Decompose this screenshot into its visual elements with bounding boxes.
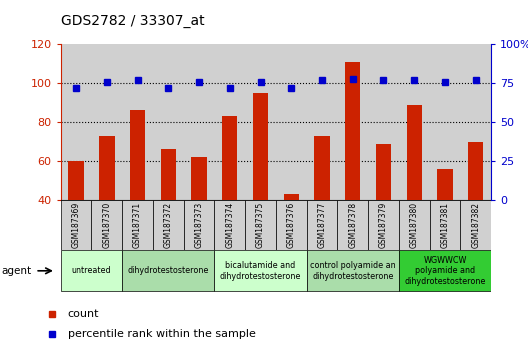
Text: GDS2782 / 33307_at: GDS2782 / 33307_at (61, 14, 204, 28)
Text: GSM187378: GSM187378 (348, 202, 357, 248)
Text: GSM187377: GSM187377 (317, 202, 326, 248)
Bar (122, 200, 153, 250)
Text: agent: agent (1, 266, 31, 276)
Bar (130, 110, 145, 200)
Bar (399, 200, 430, 250)
Bar (468, 142, 483, 200)
Bar (61, 200, 91, 250)
Text: control polyamide an
dihydrotestosterone: control polyamide an dihydrotestosterone (310, 261, 395, 280)
Bar (399, 44, 430, 200)
Bar (253, 93, 268, 200)
Bar (161, 149, 176, 200)
Text: GSM187369: GSM187369 (72, 202, 81, 248)
Text: GSM187371: GSM187371 (133, 202, 142, 248)
Text: percentile rank within the sample: percentile rank within the sample (68, 329, 256, 339)
Text: GSM187376: GSM187376 (287, 202, 296, 248)
Bar (214, 44, 245, 200)
Bar (61, 250, 122, 291)
Bar (184, 44, 214, 200)
Bar (122, 250, 214, 291)
Bar (345, 62, 361, 200)
Bar (307, 250, 399, 291)
Bar (376, 144, 391, 200)
Text: GSM187373: GSM187373 (194, 202, 203, 248)
Text: dihydrotestosterone: dihydrotestosterone (128, 266, 209, 275)
Bar (407, 104, 422, 200)
Bar (307, 200, 337, 250)
Bar (460, 44, 491, 200)
Bar (284, 194, 299, 200)
Text: GSM187375: GSM187375 (256, 202, 265, 248)
Text: GSM187382: GSM187382 (471, 202, 480, 248)
Text: GSM187370: GSM187370 (102, 202, 111, 248)
Bar (122, 44, 153, 200)
Bar (314, 136, 329, 200)
Bar (91, 200, 122, 250)
Text: GSM187381: GSM187381 (440, 202, 449, 248)
Bar (191, 157, 207, 200)
Bar (430, 200, 460, 250)
Bar (276, 200, 307, 250)
Bar (69, 161, 84, 200)
Bar (337, 200, 368, 250)
Text: bicalutamide and
dihydrotestosterone: bicalutamide and dihydrotestosterone (220, 261, 301, 280)
Bar (460, 200, 491, 250)
Text: GSM187380: GSM187380 (410, 202, 419, 248)
Bar (99, 136, 115, 200)
Text: GSM187374: GSM187374 (225, 202, 234, 248)
Bar (153, 200, 184, 250)
Text: WGWWCW
polyamide and
dihydrotestosterone: WGWWCW polyamide and dihydrotestosterone (404, 256, 486, 286)
Bar (214, 200, 245, 250)
Bar (214, 250, 307, 291)
Bar (399, 250, 491, 291)
Bar (368, 44, 399, 200)
Text: GSM187372: GSM187372 (164, 202, 173, 248)
Bar (276, 44, 307, 200)
Bar (184, 200, 214, 250)
Bar (307, 44, 337, 200)
Bar (337, 44, 368, 200)
Text: untreated: untreated (72, 266, 111, 275)
Bar (61, 44, 91, 200)
Bar (153, 44, 184, 200)
Bar (245, 200, 276, 250)
Bar (222, 116, 238, 200)
Bar (245, 44, 276, 200)
Bar (368, 200, 399, 250)
Text: GSM187379: GSM187379 (379, 202, 388, 248)
Bar (430, 44, 460, 200)
Text: count: count (68, 309, 99, 319)
Bar (91, 44, 122, 200)
Bar (437, 169, 452, 200)
